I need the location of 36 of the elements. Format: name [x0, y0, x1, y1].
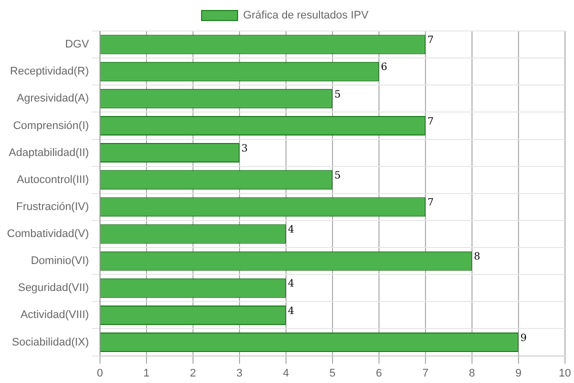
x-tick-label: 0 [96, 367, 103, 380]
x-tick-label: 7 [422, 367, 428, 380]
y-tick-label: Combatividad(V) [7, 228, 89, 240]
x-tick-label: 10 [558, 367, 572, 380]
data-label: 4 [288, 224, 294, 236]
y-tick-label: Receptividad(R) [10, 66, 89, 78]
y-tick-label: Seguridad(VII) [18, 282, 89, 294]
x-tick-label: 8 [468, 367, 475, 380]
y-tick-label: Agresividad(A) [16, 92, 89, 105]
data-label: 4 [288, 306, 294, 317]
data-label: 5 [334, 170, 341, 182]
x-tick-label: 4 [282, 367, 289, 380]
data-label: 7 [427, 35, 434, 46]
data-label: 7 [427, 198, 434, 209]
y-tick-label: Actividad(VIII) [20, 309, 89, 322]
x-tick-label: 6 [376, 367, 382, 380]
x-tick-label: 9 [515, 367, 522, 380]
y-tick-label: DGV [65, 38, 90, 51]
data-label: 5 [334, 89, 341, 100]
data-label: 7 [427, 116, 434, 128]
data-label: 9 [520, 332, 527, 344]
x-tick-label: 1 [143, 367, 150, 380]
y-tick-label: Autocontrol(III) [16, 174, 89, 186]
y-tick-label: Sociabilidad(IX) [12, 336, 89, 348]
data-label: 6 [380, 62, 388, 74]
y-tick-label: Dominio(VI) [30, 255, 89, 268]
x-tick-label: 5 [329, 367, 336, 380]
y-tick-label: Frustración(IV) [16, 200, 89, 213]
data-label: 3 [241, 143, 248, 154]
legend-label: Gráfica de resultados IPV [243, 10, 370, 22]
data-label: 8 [474, 252, 480, 263]
x-tick-label: 2 [190, 367, 196, 380]
y-tick-label: Adaptabilidad(II) [8, 146, 89, 159]
x-tick-label: 3 [236, 367, 242, 380]
data-label: 4 [288, 278, 294, 290]
y-tick-label: Comprensión(I) [13, 120, 89, 132]
